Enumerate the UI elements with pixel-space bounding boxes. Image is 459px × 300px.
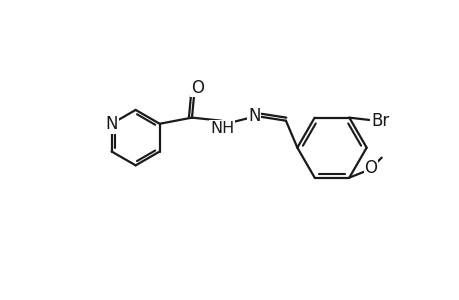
Text: Br: Br bbox=[370, 112, 388, 130]
Text: O: O bbox=[364, 159, 376, 177]
Text: N: N bbox=[105, 115, 118, 133]
Text: O: O bbox=[190, 79, 203, 97]
Text: N: N bbox=[247, 107, 260, 125]
Text: NH: NH bbox=[209, 121, 234, 136]
